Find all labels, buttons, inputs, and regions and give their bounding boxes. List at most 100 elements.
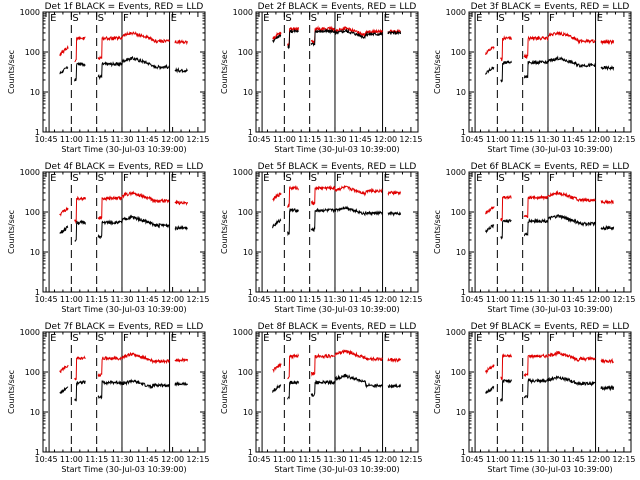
detector-panel-8f: Det 8f BLACK = Events, RED = LLD 1 10 100 10… (213, 320, 426, 480)
x-tick-label: 11:15 (298, 135, 321, 144)
x-axis-label: Start Time (30-Jul-03 10:39:00) (487, 305, 612, 314)
y-tick-label: 100 (451, 48, 466, 57)
x-tick-label: 12:00 (587, 455, 610, 464)
lld-rate-line (485, 189, 614, 222)
y-tick-label: 1000 (20, 168, 40, 177)
event-marker-label: E (50, 173, 56, 184)
event-marker-label: E (171, 13, 177, 24)
x-tick-label: 11:15 (511, 455, 534, 464)
lightcurve-plot: Det 6f BLACK = Events, RED = LLD 1 10 100 10… (433, 162, 635, 314)
lld-rate-line (272, 25, 402, 47)
y-tick-label: 1000 (20, 328, 40, 337)
y-tick-label: 1000 (233, 168, 253, 177)
event-marker-label: E (171, 333, 177, 344)
y-tick-label: 100 (238, 368, 253, 377)
x-tick-label: 12:00 (374, 455, 397, 464)
events-rate-line (485, 375, 615, 403)
plot-title: Det 8f BLACK = Events, RED = LLD (258, 322, 417, 332)
plot-title: Det 9f BLACK = Events, RED = LLD (471, 322, 630, 332)
y-tick-label: 1 (461, 128, 466, 137)
event-marker-label: E (597, 333, 603, 344)
x-tick-label: 12:15 (612, 295, 635, 304)
detector-panel-2f: Det 2f BLACK = Events, RED = LLD 1 10 100 10… (213, 0, 426, 160)
lld-rate-line (59, 31, 189, 63)
event-marker-label: S (285, 333, 291, 344)
lightcurve-plot: Det 2f BLACK = Events, RED = LLD 1 10 100 10… (220, 2, 422, 154)
x-tick-label: 11:00 (486, 295, 509, 304)
x-tick-label: 11:15 (511, 135, 534, 144)
x-tick-label: 11:00 (60, 455, 83, 464)
x-tick-label: 11:45 (562, 295, 585, 304)
y-axis-label: Counts/sec (7, 210, 16, 254)
y-tick-label: 1 (461, 288, 466, 297)
x-tick-label: 11:45 (349, 135, 372, 144)
y-tick-label: 1 (35, 448, 40, 457)
event-marker-label: S (72, 333, 78, 344)
plot-frame (468, 171, 632, 293)
x-tick-label: 11:30 (323, 295, 346, 304)
x-tick-label: 11:45 (562, 135, 585, 144)
x-axis-label: Start Time (30-Jul-03 10:39:00) (61, 465, 186, 474)
detector-panel-5f: Det 5f BLACK = Events, RED = LLD 1 10 100 10… (213, 160, 426, 320)
events-rate-line (59, 378, 189, 402)
x-axis-label: Start Time (30-Jul-03 10:39:00) (487, 145, 612, 154)
x-tick-label: 11:45 (349, 455, 372, 464)
plot-title: Det 5f BLACK = Events, RED = LLD (258, 162, 417, 172)
event-marker-label: S (98, 173, 104, 184)
x-tick-label: 12:15 (186, 455, 209, 464)
y-axis-label: Counts/sec (220, 50, 229, 94)
x-tick-label: 10:45 (461, 295, 484, 304)
x-tick-label: 10:45 (461, 455, 484, 464)
x-tick-label: 11:15 (85, 295, 108, 304)
lld-rate-line (485, 350, 614, 381)
event-marker-label: S (311, 173, 317, 184)
x-tick-label: 10:45 (248, 295, 271, 304)
y-tick-label: 100 (238, 48, 253, 57)
y-tick-label: 1 (248, 128, 253, 137)
event-marker-label: E (384, 333, 390, 344)
plot-frame (468, 11, 632, 133)
event-marker-label: S (98, 13, 104, 24)
event-marker-label: E (384, 173, 390, 184)
x-tick-label: 10:45 (35, 455, 58, 464)
y-tick-label: 1 (248, 288, 253, 297)
x-tick-label: 12:00 (161, 295, 184, 304)
x-axis-label: Start Time (30-Jul-03 10:39:00) (61, 145, 186, 154)
plot-frame (255, 331, 419, 453)
y-tick-label: 100 (25, 208, 40, 217)
x-tick-label: 12:00 (587, 295, 610, 304)
event-marker-label: E (476, 333, 482, 344)
y-tick-label: 100 (25, 48, 40, 57)
x-tick-label: 11:30 (536, 455, 559, 464)
lightcurve-plot: Det 7f BLACK = Events, RED = LLD 1 10 100 10… (7, 322, 209, 474)
plot-frame (42, 331, 206, 453)
event-marker-label: S (524, 333, 530, 344)
lightcurve-plot: Det 5f BLACK = Events, RED = LLD 1 10 100 10… (220, 162, 422, 314)
y-tick-label: 100 (451, 208, 466, 217)
lightcurve-plot: Det 4f BLACK = Events, RED = LLD 1 10 100 10… (7, 162, 209, 314)
detector-panel-7f: Det 7f BLACK = Events, RED = LLD 1 10 100 10… (0, 320, 213, 480)
y-axis-label: Counts/sec (433, 210, 442, 254)
x-tick-label: 11:30 (110, 295, 133, 304)
y-axis-label: Counts/sec (433, 50, 442, 94)
x-tick-label: 11:15 (85, 135, 108, 144)
event-marker-label: F (123, 333, 129, 344)
x-tick-label: 11:00 (486, 135, 509, 144)
y-tick-label: 10 (243, 88, 253, 97)
y-tick-label: 100 (451, 368, 466, 377)
y-tick-label: 1 (35, 288, 40, 297)
detector-panel-3f: Det 3f BLACK = Events, RED = LLD 1 10 100 10… (426, 0, 639, 160)
event-marker-label: F (336, 333, 342, 344)
event-marker-label: E (263, 173, 269, 184)
x-tick-label: 11:15 (298, 295, 321, 304)
y-tick-label: 10 (456, 88, 466, 97)
x-tick-label: 11:30 (323, 135, 346, 144)
events-rate-line (272, 205, 402, 237)
x-tick-label: 10:45 (248, 135, 271, 144)
y-tick-label: 10 (30, 408, 40, 417)
y-tick-label: 1000 (20, 8, 40, 17)
x-tick-label: 10:45 (461, 135, 484, 144)
x-tick-label: 12:15 (186, 135, 209, 144)
event-marker-label: S (72, 173, 78, 184)
